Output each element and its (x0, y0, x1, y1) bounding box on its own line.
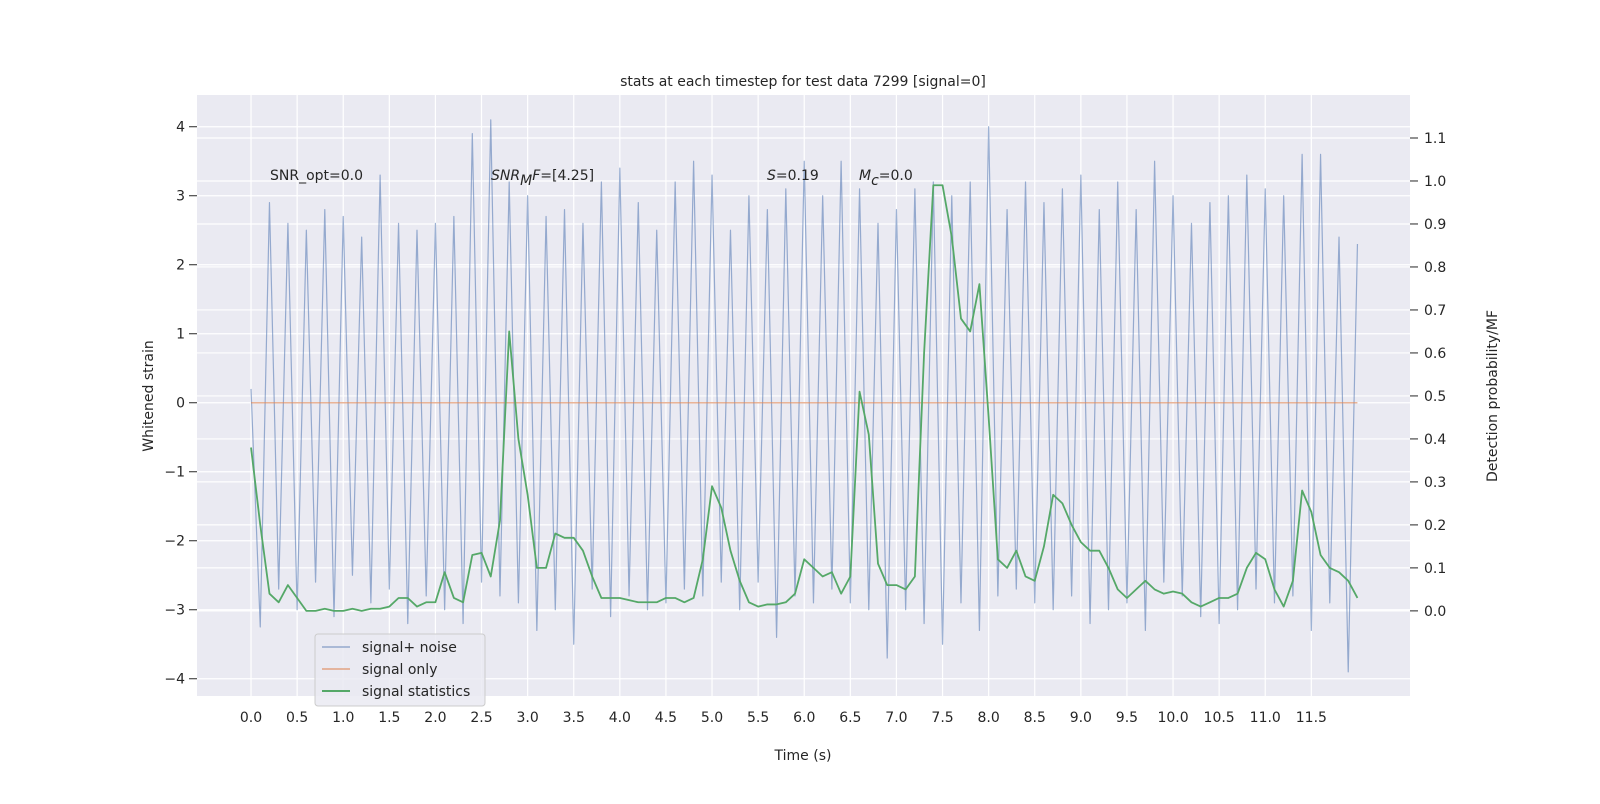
annotation-part: c (871, 173, 879, 189)
x-tick-label: 11.0 (1250, 710, 1281, 726)
chart-title: stats at each timestep for test data 729… (620, 74, 986, 90)
annotation-part: M (520, 173, 532, 189)
x-tick-label: 8.0 (978, 710, 1000, 726)
annotation-part: =0.0 (879, 168, 913, 184)
annotation-part: SNR_opt=0.0 (270, 168, 363, 184)
y-axis-label: Whitened strain (141, 340, 157, 451)
annotation-part: M (859, 168, 871, 184)
y2-axis-label: Detection probability/MF (1485, 310, 1501, 482)
legend-label: signal only (362, 662, 437, 678)
x-tick-label: 8.5 (1024, 710, 1046, 726)
annotation-part: S (767, 168, 776, 184)
series-line (250, 119, 1359, 673)
marks (250, 119, 1359, 673)
y-tick-label: −3 (164, 603, 185, 619)
annotation-part: =[4.25] (540, 168, 594, 184)
x-tick-label: 5.0 (701, 710, 723, 726)
legend-label: signal+ noise (362, 640, 457, 656)
x-tick-label: 10.5 (1204, 710, 1235, 726)
x-tick-label: 6.5 (839, 710, 861, 726)
annotation-part: =0.19 (776, 168, 819, 184)
x-tick-label: 0.5 (286, 710, 308, 726)
annotation: Mc=0.0 (859, 168, 913, 189)
x-tick-label: 5.5 (747, 710, 769, 726)
y-tick-label: 4 (176, 120, 185, 136)
legend-label: signal statistics (362, 684, 470, 700)
x-tick-label: 1.5 (378, 710, 400, 726)
y2-tick-label: 0.0 (1424, 604, 1446, 620)
y-tick-label: 0 (176, 396, 185, 412)
x-tick-label: 3.0 (517, 710, 539, 726)
x-tick-label: 11.5 (1296, 710, 1327, 726)
y-tick-label: 1 (176, 327, 185, 343)
annotation: SNR_opt=0.0 (270, 168, 363, 184)
annotations: SNR_opt=0.0 SNRMF=[4.25] S=0.19 Mc=0.0 (270, 168, 913, 189)
y2-tick-label: 0.9 (1424, 217, 1446, 233)
y2-tick-label: 0.4 (1424, 432, 1446, 448)
y2-tick-label: 0.3 (1424, 475, 1446, 491)
x-tick-label: 4.5 (655, 710, 677, 726)
x-tick-label: 2.5 (470, 710, 492, 726)
x-tick-label: 4.0 (609, 710, 631, 726)
y2-tick-label: 0.6 (1424, 346, 1446, 362)
x-tick-label: 7.5 (931, 710, 953, 726)
legend-box (314, 633, 486, 707)
x-tick-label: 7.0 (885, 710, 907, 726)
x-tick-label: 3.5 (563, 710, 585, 726)
x-tick-label: 10.0 (1157, 710, 1188, 726)
y-tick-label: −1 (164, 465, 185, 481)
y-tick-label: −4 (164, 672, 185, 688)
x-tick-label: 1.0 (332, 710, 354, 726)
y2-tick-label: 0.8 (1424, 260, 1446, 276)
y2-tick-label: 0.5 (1424, 389, 1446, 405)
annotation: SNRMF=[4.25] (491, 168, 594, 189)
ticks: 0.0 0.5 1.0 1.5 2.0 2.5 3.0 3.5 4.0 4.5 5.0 5.5 6.0 6… (164, 120, 1446, 726)
x-tick-label: 2.0 (424, 710, 446, 726)
y2-tick-label: 0.7 (1424, 303, 1446, 319)
series-line (250, 184, 1359, 612)
y2-tick-label: 1.0 (1424, 174, 1446, 190)
y2-tick-label: 1.1 (1424, 131, 1446, 147)
y-tick-label: −2 (164, 534, 185, 550)
y-tick-label: 3 (176, 189, 185, 205)
legend: signal+ noise signal only signal statistic… (314, 633, 486, 707)
y-tick-label: 2 (176, 258, 185, 274)
annotation-part: SNR (491, 168, 520, 184)
x-axis-label: Time (s) (774, 748, 832, 764)
x-tick-label: 9.5 (1116, 710, 1138, 726)
x-tick-label: 9.0 (1070, 710, 1092, 726)
annotation-part: F (532, 168, 541, 184)
y2-tick-label: 0.2 (1424, 518, 1446, 534)
x-tick-label: 0.0 (240, 710, 262, 726)
annotation: S=0.19 (767, 168, 819, 184)
y2-tick-label: 0.1 (1424, 561, 1446, 577)
x-tick-label: 6.0 (793, 710, 815, 726)
